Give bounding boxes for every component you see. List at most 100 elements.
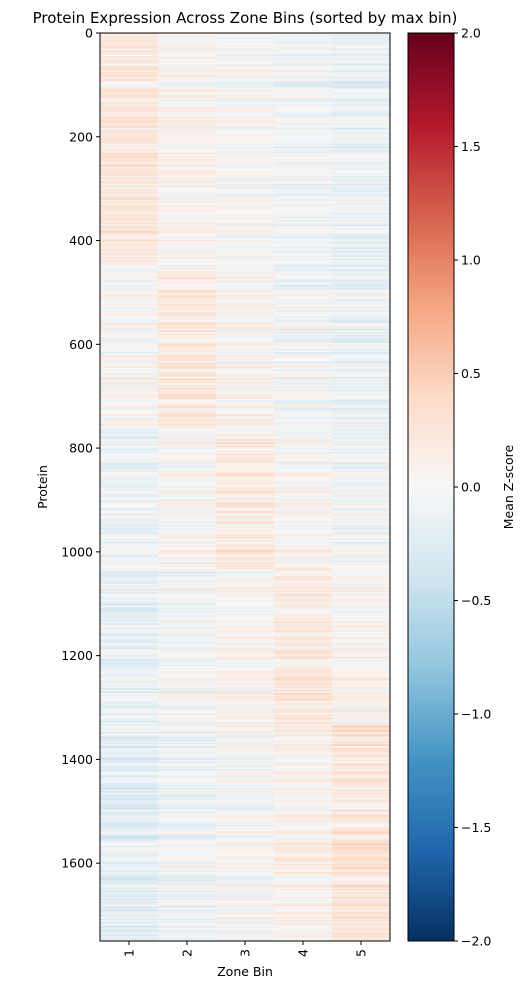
heatmap-cell [274, 797, 333, 800]
heatmap-cell [274, 574, 333, 577]
heatmap-cell [158, 763, 217, 765]
heatmap-cell [100, 671, 159, 674]
heatmap-cell [332, 179, 391, 182]
heatmap-cell [158, 82, 217, 85]
heatmap-cell [216, 526, 275, 529]
heatmap-cell [274, 274, 333, 277]
heatmap-cell [332, 50, 391, 52]
heatmap-cell [158, 931, 217, 933]
heatmap-cell [158, 331, 217, 334]
heatmap-cell [158, 54, 217, 57]
heatmap-cell [274, 277, 333, 280]
heatmap-cell [332, 856, 391, 859]
heatmap-cell [332, 629, 391, 632]
heatmap-cell [274, 146, 333, 149]
heatmap-cell [332, 694, 391, 697]
heatmap-cell [158, 453, 217, 456]
heatmap-cell [332, 431, 391, 434]
colorbar-tick-label: 1.5 [461, 139, 481, 154]
heatmap-cell [216, 607, 275, 610]
heatmap-cell [216, 685, 275, 688]
heatmap-cell [274, 338, 333, 340]
heatmap-cell [216, 306, 275, 309]
heatmap-cell [100, 613, 159, 616]
heatmap-cell [274, 345, 333, 348]
heatmap-cell [216, 803, 275, 806]
heatmap-cell [216, 391, 275, 393]
heatmap-cell [158, 208, 217, 211]
heatmap-cell [332, 635, 391, 638]
heatmap-cell [332, 166, 391, 169]
heatmap-cell [216, 836, 275, 839]
heatmap-cell [274, 703, 333, 706]
heatmap-cell [216, 786, 275, 789]
heatmap-cell [158, 492, 217, 495]
heatmap-cell [100, 745, 159, 748]
heatmap-cell [332, 137, 391, 140]
heatmap-cell [216, 929, 275, 932]
heatmap-cell [332, 292, 391, 295]
heatmap-cell [332, 803, 391, 806]
heatmap-cell [274, 373, 333, 376]
heatmap-cell [158, 138, 217, 141]
heatmap-cell [274, 512, 333, 515]
heatmap-cell [274, 476, 333, 479]
heatmap-cell [158, 633, 217, 636]
heatmap-cell [158, 752, 217, 754]
heatmap-cell [332, 319, 391, 322]
heatmap-cell [216, 865, 275, 868]
heatmap-cell [158, 151, 217, 154]
heatmap-cell [158, 481, 217, 484]
heatmap-cell [216, 59, 275, 62]
heatmap-cell [100, 506, 159, 509]
heatmap-cell [158, 129, 217, 132]
heatmap-cell [332, 865, 391, 868]
heatmap-cell [158, 230, 217, 233]
heatmap-cell [216, 882, 275, 885]
heatmap-cell [274, 750, 333, 753]
heatmap-cell [274, 473, 333, 476]
heatmap-cell [274, 485, 333, 488]
heatmap-cell [158, 529, 217, 532]
heatmap-cell [100, 787, 159, 790]
heatmap-cell [100, 582, 159, 585]
heatmap-cell [274, 682, 333, 684]
heatmap-cell [100, 896, 159, 899]
heatmap-cell [158, 590, 217, 593]
heatmap-cell [216, 155, 275, 158]
heatmap-cell [274, 319, 333, 322]
heatmap-cell [158, 146, 217, 149]
heatmap-cell [100, 194, 159, 197]
heatmap-cell [100, 862, 159, 865]
heatmap-cell [100, 929, 159, 932]
heatmap-cell [216, 445, 275, 448]
heatmap-cell [216, 275, 275, 278]
heatmap-cell [100, 280, 159, 283]
heatmap-cell [100, 588, 159, 591]
heatmap-cell [216, 848, 275, 851]
heatmap-cell [216, 305, 275, 308]
heatmap-cell [216, 61, 275, 63]
heatmap-cell [100, 258, 159, 261]
heatmap-cell [332, 157, 391, 160]
heatmap-cell [216, 103, 275, 105]
heatmap-cell [332, 909, 391, 912]
heatmap-cell [274, 515, 333, 518]
heatmap-cell [158, 163, 217, 166]
heatmap-cell [216, 82, 275, 85]
heatmap-cell [100, 501, 159, 504]
heatmap-cell [100, 661, 159, 664]
heatmap-cell [216, 819, 275, 821]
heatmap-cell [100, 339, 159, 342]
heatmap-cell [332, 473, 391, 476]
heatmap-cell [216, 731, 275, 734]
heatmap-cell [100, 50, 159, 52]
heatmap-cell [216, 269, 275, 272]
heatmap-cell [158, 221, 217, 224]
heatmap-cell [274, 51, 333, 54]
heatmap-cell [332, 191, 391, 194]
heatmap-cell [332, 198, 391, 200]
heatmap-cell [216, 403, 275, 406]
heatmap-cell [100, 836, 159, 839]
heatmap-cell [274, 439, 333, 442]
